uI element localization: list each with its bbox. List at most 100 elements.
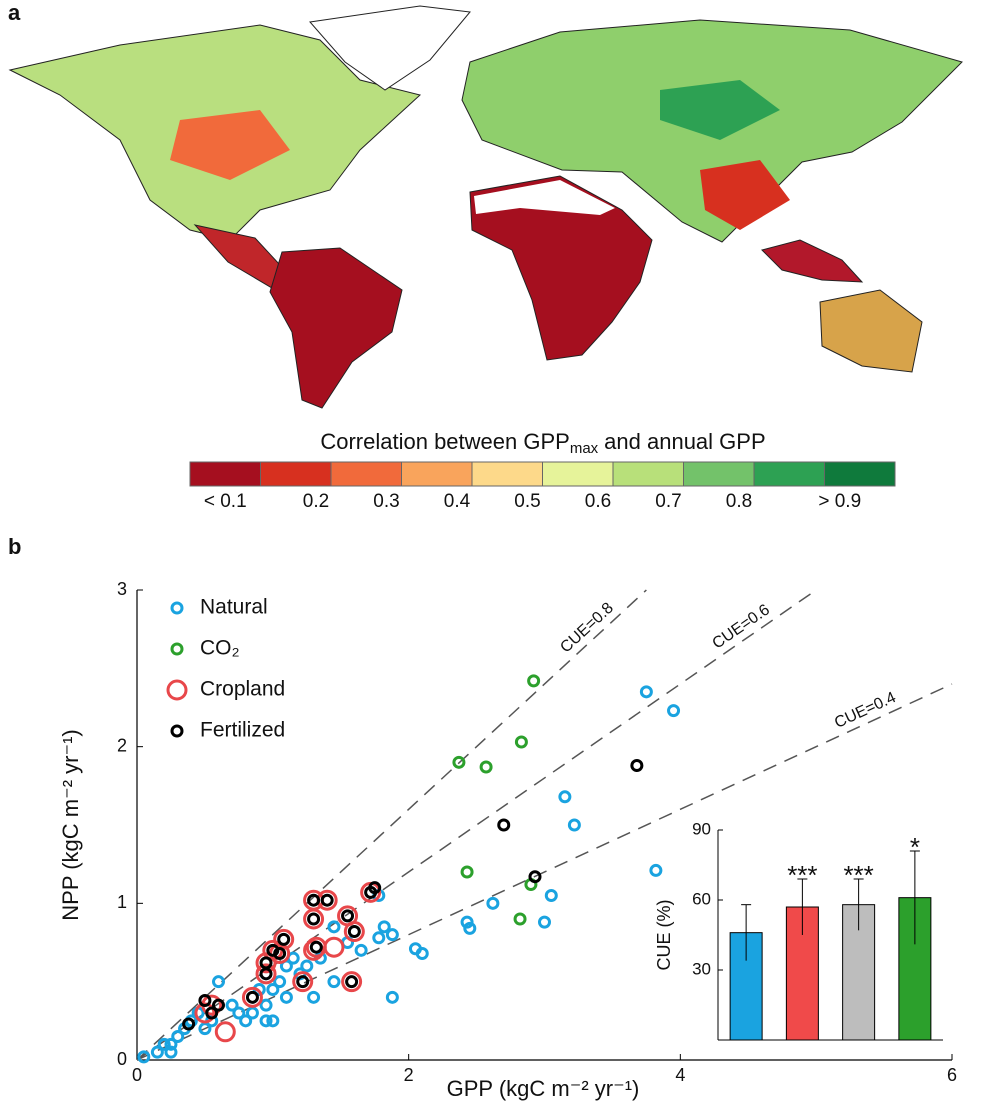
data-point (216, 1023, 234, 1041)
y-tick-label: 2 (117, 735, 127, 755)
colorbar-cell (472, 462, 543, 486)
colorbar-label: 0.2 (303, 491, 329, 512)
data-point (322, 895, 332, 905)
panel-label: a (8, 0, 21, 25)
x-tick-label: 6 (947, 1065, 957, 1085)
data-point (261, 1016, 271, 1026)
data-point (214, 977, 224, 987)
data-point (275, 948, 285, 958)
data-point (417, 948, 427, 958)
colorbar-label: 0.7 (655, 491, 681, 512)
data-point (311, 942, 321, 952)
data-point (298, 977, 308, 987)
y-axis-label: NPP (kgC m⁻² yr⁻¹) (58, 729, 83, 920)
world-map (10, 6, 962, 408)
colorbar-cell (613, 462, 684, 486)
data-point (374, 933, 384, 943)
data-point (540, 917, 550, 927)
indonesia (762, 240, 862, 282)
data-point (641, 687, 651, 697)
colorbar-cell (331, 462, 402, 486)
legend-marker (172, 603, 182, 613)
data-point (529, 676, 539, 686)
data-point (261, 969, 271, 979)
significance-label: *** (843, 860, 873, 890)
data-point (279, 934, 289, 944)
data-point (515, 914, 525, 924)
data-point (488, 898, 498, 908)
data-point (227, 1000, 237, 1010)
australia (820, 290, 922, 372)
data-point (325, 938, 343, 956)
colorbar-title-sub: max (570, 440, 599, 457)
data-point (465, 923, 475, 933)
y-tick-label: 3 (117, 579, 127, 599)
data-point (651, 865, 661, 875)
colorbar-title: Correlation between GPPmax and annual GPP (320, 429, 765, 457)
x-axis-label: GPP (kgC m⁻² yr⁻¹) (447, 1076, 640, 1101)
data-point (166, 1047, 176, 1057)
inset-y-tick-label: 90 (692, 819, 711, 838)
significance-label: * (910, 832, 920, 862)
data-point (329, 922, 339, 932)
colorbar-cell (190, 462, 261, 486)
data-point (546, 891, 556, 901)
y-tick-label: 0 (117, 1049, 127, 1069)
data-point (516, 737, 526, 747)
sahara (474, 180, 615, 215)
colorbar-label: 0.6 (585, 491, 611, 512)
y-tick-label: 1 (117, 892, 127, 912)
legend-marker (172, 644, 182, 654)
data-point (560, 792, 570, 802)
data-point (499, 820, 509, 830)
data-point (569, 820, 579, 830)
legend-label: Cropland (200, 678, 285, 701)
data-point (347, 977, 357, 987)
data-point (349, 927, 359, 937)
legend-marker (172, 726, 182, 736)
inset-y-label: CUE (%) (654, 900, 674, 971)
legend-label: CO₂ (200, 637, 240, 660)
colorbar-cell (402, 462, 473, 486)
colorbar-cell (825, 462, 896, 486)
inset-y-tick-label: 60 (692, 889, 711, 908)
data-point (481, 762, 491, 772)
colorbar-label: 0.3 (373, 491, 399, 512)
data-point (387, 930, 397, 940)
data-point (343, 911, 353, 921)
x-tick-label: 0 (132, 1065, 142, 1085)
data-point (387, 992, 397, 1002)
colorbar-label: 0.8 (726, 491, 752, 512)
data-point (152, 1047, 162, 1057)
data-point (669, 706, 679, 716)
colorbar-cell (754, 462, 825, 486)
data-point (632, 760, 642, 770)
data-point (261, 958, 271, 968)
data-point (214, 1000, 224, 1010)
colorbar-title-main: Correlation between GPP (320, 429, 569, 454)
figure: a Correlation between GPPmax and annual G… (0, 0, 995, 1106)
data-point (309, 895, 319, 905)
data-point (261, 1000, 271, 1010)
data-point (268, 985, 278, 995)
data-point (281, 992, 291, 1002)
colorbar-cell (261, 462, 332, 486)
colorbar-label: > 0.9 (818, 491, 861, 512)
x-tick-label: 4 (675, 1065, 685, 1085)
significance-label: *** (787, 860, 817, 890)
panel-label: b (8, 534, 21, 559)
colorbar-title-end: and annual GPP (604, 429, 765, 454)
x-tick-label: 2 (404, 1065, 414, 1085)
south-america (270, 248, 402, 408)
data-point (462, 867, 472, 877)
colorbar-label: 0.4 (444, 491, 471, 512)
reference-label: CUE=0.8 (557, 599, 617, 656)
data-point (309, 914, 319, 924)
reference-label: CUE=0.4 (832, 689, 899, 732)
data-point (329, 977, 339, 987)
reference-line (137, 590, 816, 1060)
legend-label: Natural (200, 596, 268, 619)
colorbar-label: < 0.1 (204, 491, 247, 512)
data-point (247, 992, 257, 1002)
inset-y-tick-label: 30 (692, 959, 711, 978)
